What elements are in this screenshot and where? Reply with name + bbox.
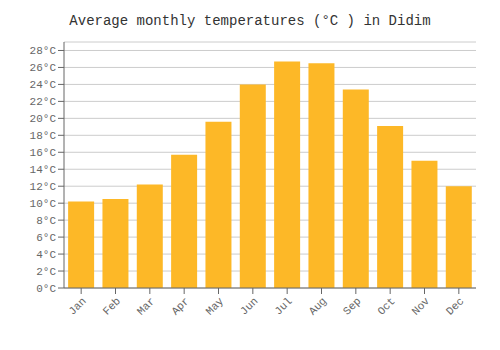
svg-text:Aug: Aug xyxy=(307,295,329,317)
svg-text:0°C: 0°C xyxy=(36,283,56,295)
svg-text:Mar: Mar xyxy=(135,295,157,317)
svg-text:26°C: 26°C xyxy=(30,62,57,74)
svg-text:2°C: 2°C xyxy=(36,266,56,278)
svg-text:Sep: Sep xyxy=(341,295,363,317)
svg-text:Dec: Dec xyxy=(444,295,466,317)
svg-text:10°C: 10°C xyxy=(30,198,57,210)
svg-text:16°C: 16°C xyxy=(30,147,57,159)
svg-text:12°C: 12°C xyxy=(30,181,57,193)
svg-text:14°C: 14°C xyxy=(30,164,57,176)
svg-text:18°C: 18°C xyxy=(30,130,57,142)
svg-text:20°C: 20°C xyxy=(30,113,57,125)
svg-text:6°C: 6°C xyxy=(36,232,56,244)
svg-text:Jan: Jan xyxy=(66,295,88,317)
svg-text:Jul: Jul xyxy=(272,295,294,317)
svg-text:Feb: Feb xyxy=(101,295,123,317)
svg-text:Nov: Nov xyxy=(410,295,433,318)
html-text:Average monthly temperatures (: Average monthly temperatures (°C ) in Di… xyxy=(69,13,431,29)
svg-text:28°C: 28°C xyxy=(30,45,57,57)
svg-text:Jun: Jun xyxy=(238,295,260,317)
svg-text:22°C: 22°C xyxy=(30,96,57,108)
svg-text:Oct: Oct xyxy=(375,295,397,317)
svg-text:Apr: Apr xyxy=(169,295,191,317)
svg-text:8°C: 8°C xyxy=(36,215,56,227)
svg-text:4°C: 4°C xyxy=(36,249,56,261)
svg-text:May: May xyxy=(204,295,227,318)
svg-text:24°C: 24°C xyxy=(30,79,57,91)
